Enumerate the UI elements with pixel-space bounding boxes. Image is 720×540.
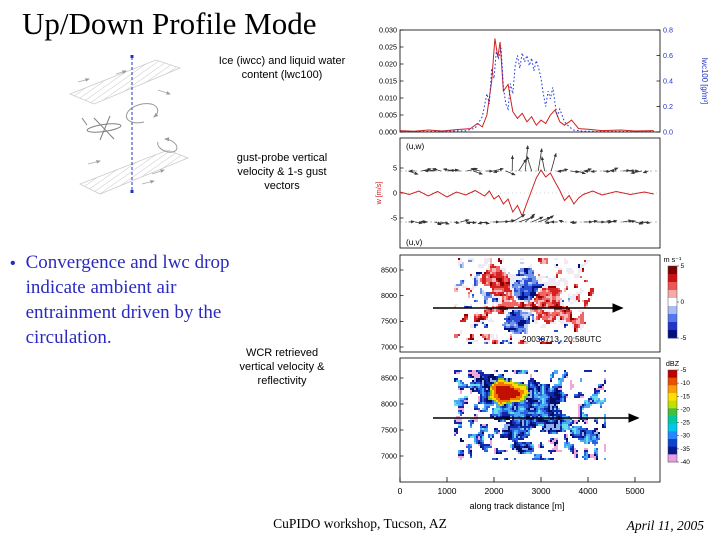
svg-text:8500: 8500 [381, 265, 397, 274]
svg-text:0.0: 0.0 [663, 127, 673, 136]
svg-text:0: 0 [393, 188, 397, 197]
label-iwc-lwc: Ice (iwcc) and liquid water content (lwc… [218, 55, 346, 81]
svg-text:0.4: 0.4 [663, 76, 673, 85]
svg-text:0.030: 0.030 [379, 25, 397, 34]
footer-date: April 11, 2005 [626, 518, 704, 533]
svg-text:-30: -30 [681, 433, 691, 440]
svg-text:8000: 8000 [381, 399, 397, 408]
svg-text:7000: 7000 [381, 451, 397, 460]
bullet-text: Convergence and lwc drop indicate ambien… [25, 252, 230, 349]
footer-text: CuPIDO workshop, Tucson, AZ [273, 516, 447, 531]
hatched-band-upper [68, 59, 182, 105]
svg-text:-20: -20 [681, 406, 691, 413]
svg-text:0.020: 0.020 [379, 59, 397, 68]
label-wcr: WCR retrieved vertical velocity & reflec… [239, 347, 325, 387]
wind-vector-arrows [77, 70, 171, 185]
svg-text:7500: 7500 [381, 425, 397, 434]
reflectivity-radar-cloud [454, 370, 606, 460]
svg-text:-10: -10 [681, 380, 691, 387]
svg-text:w [m/s]: w [m/s] [374, 182, 383, 206]
svg-text:m s⁻¹: m s⁻¹ [664, 255, 682, 264]
svg-text:5: 5 [393, 163, 397, 172]
x-axis: 0 1000 2000 3000 4000 5000 along track distanc… [398, 477, 645, 511]
svg-text:5000: 5000 [626, 486, 645, 496]
svg-text:4000: 4000 [579, 486, 598, 496]
svg-text:0.6: 0.6 [663, 51, 673, 60]
svg-text:0.8: 0.8 [663, 25, 673, 34]
svg-text:8500: 8500 [381, 373, 397, 382]
svg-text:0.005: 0.005 [379, 110, 397, 119]
svg-text:0: 0 [681, 299, 685, 306]
profile-figure: 0.030 0.025 0.020 0.015 0.010 0.005 0.000 0.8 0.… [350, 20, 715, 520]
wcr-reflectivity-panel: 8500 8000 7500 7000 dBZ-5 -10 -15 -20 -25 -30 -35 -… [381, 357, 691, 483]
svg-text:0.015: 0.015 [379, 76, 397, 85]
svg-text:-5: -5 [681, 335, 687, 342]
profile-figure-svg: 0.0300.0250.0200.0150.0100.0050.0000.80.… [374, 25, 709, 511]
wcr-velocity-panel: 8500 8000 7500 7000 20030713, 20:58UTC m s⁻¹5… [381, 254, 687, 353]
svg-text:0.000: 0.000 [379, 127, 397, 136]
svg-text:lwc100 [g/m³]: lwc100 [g/m³] [700, 58, 709, 104]
svg-text:-25: -25 [681, 420, 691, 427]
bullet-marker: • [10, 255, 16, 272]
circulation-arrows [125, 103, 178, 153]
bullet-item: • Convergence and lwc drop indicate ambi… [10, 250, 260, 350]
svg-text:0: 0 [398, 486, 403, 496]
svg-text:3000: 3000 [532, 486, 551, 496]
velocity-radar-cloud [454, 258, 594, 344]
leg-top-marker [130, 55, 134, 58]
svg-text:-40: -40 [681, 459, 691, 466]
svg-text:-5: -5 [391, 213, 397, 222]
svg-text:-35: -35 [681, 446, 691, 453]
svg-text:8000: 8000 [381, 291, 397, 300]
label-gust-probe: gust-probe vertical velocity & 1-s gust … [236, 152, 328, 192]
svg-text:0.010: 0.010 [379, 93, 397, 102]
aircraft-icon [81, 115, 122, 141]
page-title: Up/Down Profile Mode [22, 6, 317, 41]
hatched-band-lower [79, 149, 190, 195]
svg-text:-15: -15 [681, 393, 691, 400]
x-axis-label: along track distance [m] [469, 501, 564, 511]
gust-probe-panel: 5 0 -5 (u,w) (u,v) w [m/s] [374, 137, 661, 249]
svg-text:7000: 7000 [381, 342, 397, 351]
svg-text:-5: -5 [681, 367, 687, 374]
svg-text:(u,w): (u,w) [406, 142, 424, 151]
timestamp-annotation: 20030713, 20:58UTC [522, 334, 601, 344]
svg-text:0.025: 0.025 [379, 42, 397, 51]
svg-text:5: 5 [681, 263, 685, 270]
svg-text:dBZ: dBZ [666, 359, 680, 368]
flight-pattern-diagram [58, 52, 203, 200]
svg-text:1000: 1000 [438, 486, 457, 496]
svg-text:(u,v): (u,v) [406, 238, 423, 247]
svg-text:7500: 7500 [381, 317, 397, 326]
svg-text:0.2: 0.2 [663, 102, 673, 111]
leg-bottom-marker [130, 190, 134, 193]
svg-text:2000: 2000 [485, 486, 504, 496]
iwc-lwc-line-chart: 0.030 0.025 0.020 0.015 0.010 0.005 0.000 0.8 0.… [379, 25, 709, 136]
flight-pattern-svg [68, 55, 190, 195]
